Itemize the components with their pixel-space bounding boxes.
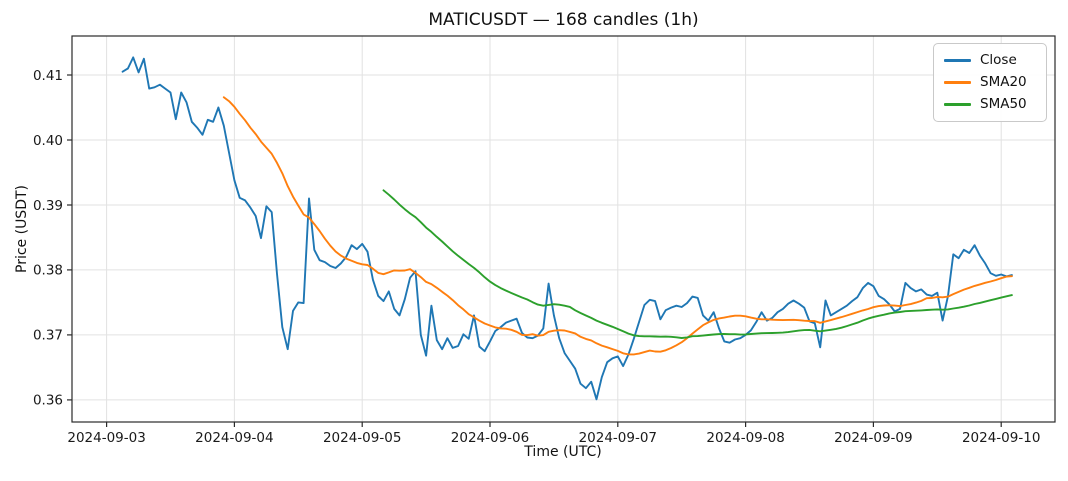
plot-border bbox=[71, 35, 1056, 423]
x-tick-label: 2024-09-04 bbox=[195, 430, 273, 446]
series-line-close bbox=[121, 56, 1013, 401]
series-line-sma50 bbox=[382, 189, 1013, 339]
legend-swatch-sma50 bbox=[944, 102, 971, 106]
legend-swatch-close bbox=[944, 58, 971, 62]
y-tick-label: 0.39 bbox=[33, 198, 63, 214]
x-tick-label: 2024-09-07 bbox=[579, 430, 657, 446]
y-tick-label: 0.37 bbox=[33, 328, 63, 344]
x-tick-label: 2024-09-06 bbox=[451, 430, 529, 446]
series-line-sma20 bbox=[222, 96, 1013, 356]
x-tick-label: 2024-09-09 bbox=[834, 430, 912, 446]
legend-label-sma50: SMA50 bbox=[980, 96, 1027, 113]
y-tick-label: 0.36 bbox=[33, 393, 63, 409]
x-tick-label: 2024-09-08 bbox=[706, 430, 784, 446]
y-tick-label: 0.40 bbox=[33, 133, 63, 149]
legend-swatch-sma20 bbox=[944, 80, 971, 84]
x-tick-label: 2024-09-05 bbox=[323, 430, 401, 446]
legend-label-sma20: SMA20 bbox=[980, 74, 1027, 91]
y-tick-label: 0.38 bbox=[33, 263, 63, 279]
x-axis-label: Time (UTC) bbox=[524, 444, 602, 460]
legend-item-close: Close bbox=[944, 52, 1036, 68]
legend-label-close: Close bbox=[980, 52, 1017, 68]
legend-item-sma50: SMA50 bbox=[944, 96, 1036, 112]
y-tick-label: 0.41 bbox=[33, 68, 63, 84]
legend-item-sma20: SMA20 bbox=[944, 74, 1036, 90]
x-tick-label: 2024-09-03 bbox=[67, 430, 145, 446]
legend: Close SMA20 SMA50 bbox=[933, 43, 1047, 122]
x-tick-label: 2024-09-10 bbox=[962, 430, 1040, 446]
chart-title: MATICUSDT — 168 candles (1h) bbox=[428, 10, 699, 30]
